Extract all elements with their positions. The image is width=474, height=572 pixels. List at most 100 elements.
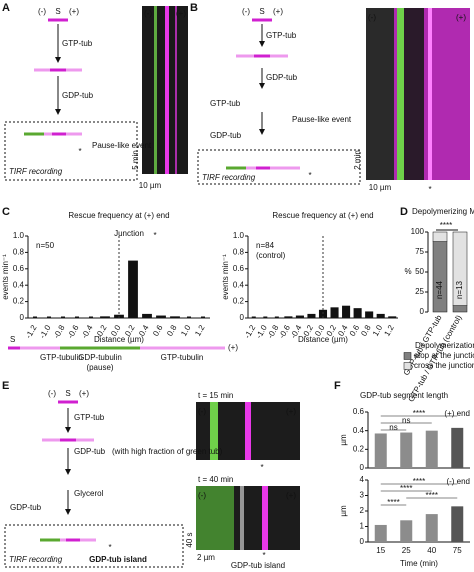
bar <box>425 514 438 542</box>
label: (-) <box>144 9 152 18</box>
y-tick-label: 0.2 <box>13 297 25 306</box>
label: GDP-tub <box>62 91 94 100</box>
end-label: (+) end <box>444 409 470 418</box>
n-label: n=13 <box>455 280 464 299</box>
label: GTP-tubulin <box>40 353 83 362</box>
x-tick-label: 15 <box>376 546 385 555</box>
label: Junction <box>114 229 144 238</box>
x-tick-label: 40 <box>427 546 436 555</box>
bar <box>353 308 362 318</box>
y-tick-label: 0 <box>240 313 245 322</box>
label: (-) <box>368 13 376 22</box>
mt-segments <box>8 18 300 542</box>
y-tick-label: 1 <box>360 522 365 531</box>
y-axis-label: µm <box>339 505 348 517</box>
end-label: (-) end <box>446 477 470 486</box>
label: * <box>108 543 111 552</box>
significance: ns <box>402 416 410 425</box>
label: (+) <box>273 7 283 16</box>
bar <box>342 305 351 318</box>
kymo-stripe <box>240 486 244 550</box>
y-tick-label: 0.6 <box>353 407 365 416</box>
x-tick-label: 1.2 <box>193 323 207 338</box>
legend-swatch <box>403 352 412 360</box>
chart-title: Depolymerizing MTs at (+) end <box>412 207 474 216</box>
y-tick-label: 0.4 <box>13 280 25 289</box>
bar <box>307 313 316 318</box>
label: S <box>65 389 70 398</box>
significance: **** <box>413 477 425 486</box>
label: GTP-tubulin <box>161 353 204 362</box>
x-tick-label: -1.0 <box>38 323 53 340</box>
y-axis-label: % <box>404 267 411 276</box>
label: (+) <box>286 491 296 500</box>
label: * <box>428 185 431 194</box>
panel-label: F <box>334 380 341 392</box>
kymo-stripe <box>245 402 251 460</box>
panel-label: E <box>2 380 9 392</box>
x-tick-label: 0.8 <box>165 323 179 338</box>
y-tick-label: 0.2 <box>233 297 245 306</box>
kymo-stripe <box>397 8 404 180</box>
x-tick-label: 1.0 <box>179 323 193 338</box>
kymo-stripe <box>210 402 218 460</box>
kymo-stripe <box>262 486 268 550</box>
label: TIRF recording <box>9 555 63 564</box>
bar <box>374 524 387 542</box>
n-label: n=84 <box>256 241 275 250</box>
label: t = 15 min <box>198 391 233 400</box>
n-label: n=44 <box>435 280 444 299</box>
x-tick-label: 0.8 <box>359 323 373 338</box>
label: (-) <box>198 491 206 500</box>
x-tick-label: -0.4 <box>80 323 95 340</box>
legend-title: Depolymerization: <box>415 341 474 350</box>
label: (+) <box>176 9 186 18</box>
significance: **** <box>426 491 438 500</box>
x-tick-label: -0.6 <box>66 323 81 340</box>
kymo-region <box>196 486 234 550</box>
bar <box>374 433 387 468</box>
bar-segment <box>432 241 448 313</box>
bar <box>451 427 464 468</box>
y-tick-label: 0.2 <box>353 444 365 453</box>
schematics <box>4 24 361 568</box>
bar <box>400 520 413 542</box>
y-tick-label: 4 <box>360 475 365 484</box>
label: (+) <box>456 13 466 22</box>
legend-label: cross the junction <box>414 361 474 370</box>
label: **** <box>440 221 452 230</box>
label: * <box>260 463 263 472</box>
bar-segment <box>432 231 448 242</box>
label: (+) <box>79 389 89 398</box>
label: Pause-like event <box>92 141 152 150</box>
bar <box>142 313 152 318</box>
label: 10 µm <box>139 181 162 190</box>
label: S <box>10 335 15 344</box>
label: TIRF recording <box>202 173 256 182</box>
y-tick-label: 0 <box>360 463 365 472</box>
chart-title: Rescue frequency at (+) end <box>272 211 373 220</box>
kymo-stripe <box>165 6 169 174</box>
label: 2 µm <box>197 553 215 562</box>
note: (control) <box>256 251 286 260</box>
label: GTP-tub <box>62 39 93 48</box>
label: * <box>78 147 81 156</box>
label: GDP-tub <box>210 131 242 140</box>
significance: **** <box>400 484 412 493</box>
y-tick-label: 0 <box>420 307 425 316</box>
label: GDP-tub island <box>89 555 147 564</box>
panel-label: D <box>400 206 408 218</box>
label: (pause) <box>86 363 113 372</box>
label: GDP-tub <box>266 73 298 82</box>
bar-segment <box>452 305 468 313</box>
y-tick-label: 0.8 <box>233 248 245 257</box>
y-axis-label: µm <box>339 434 348 446</box>
y-axis-label: events min⁻¹ <box>221 254 230 300</box>
label: * <box>153 231 156 240</box>
y-tick-label: 0.6 <box>233 264 245 273</box>
label: GTP-tub <box>210 99 241 108</box>
y-tick-label: 0 <box>20 313 25 322</box>
label: Pause-like event <box>292 115 352 124</box>
